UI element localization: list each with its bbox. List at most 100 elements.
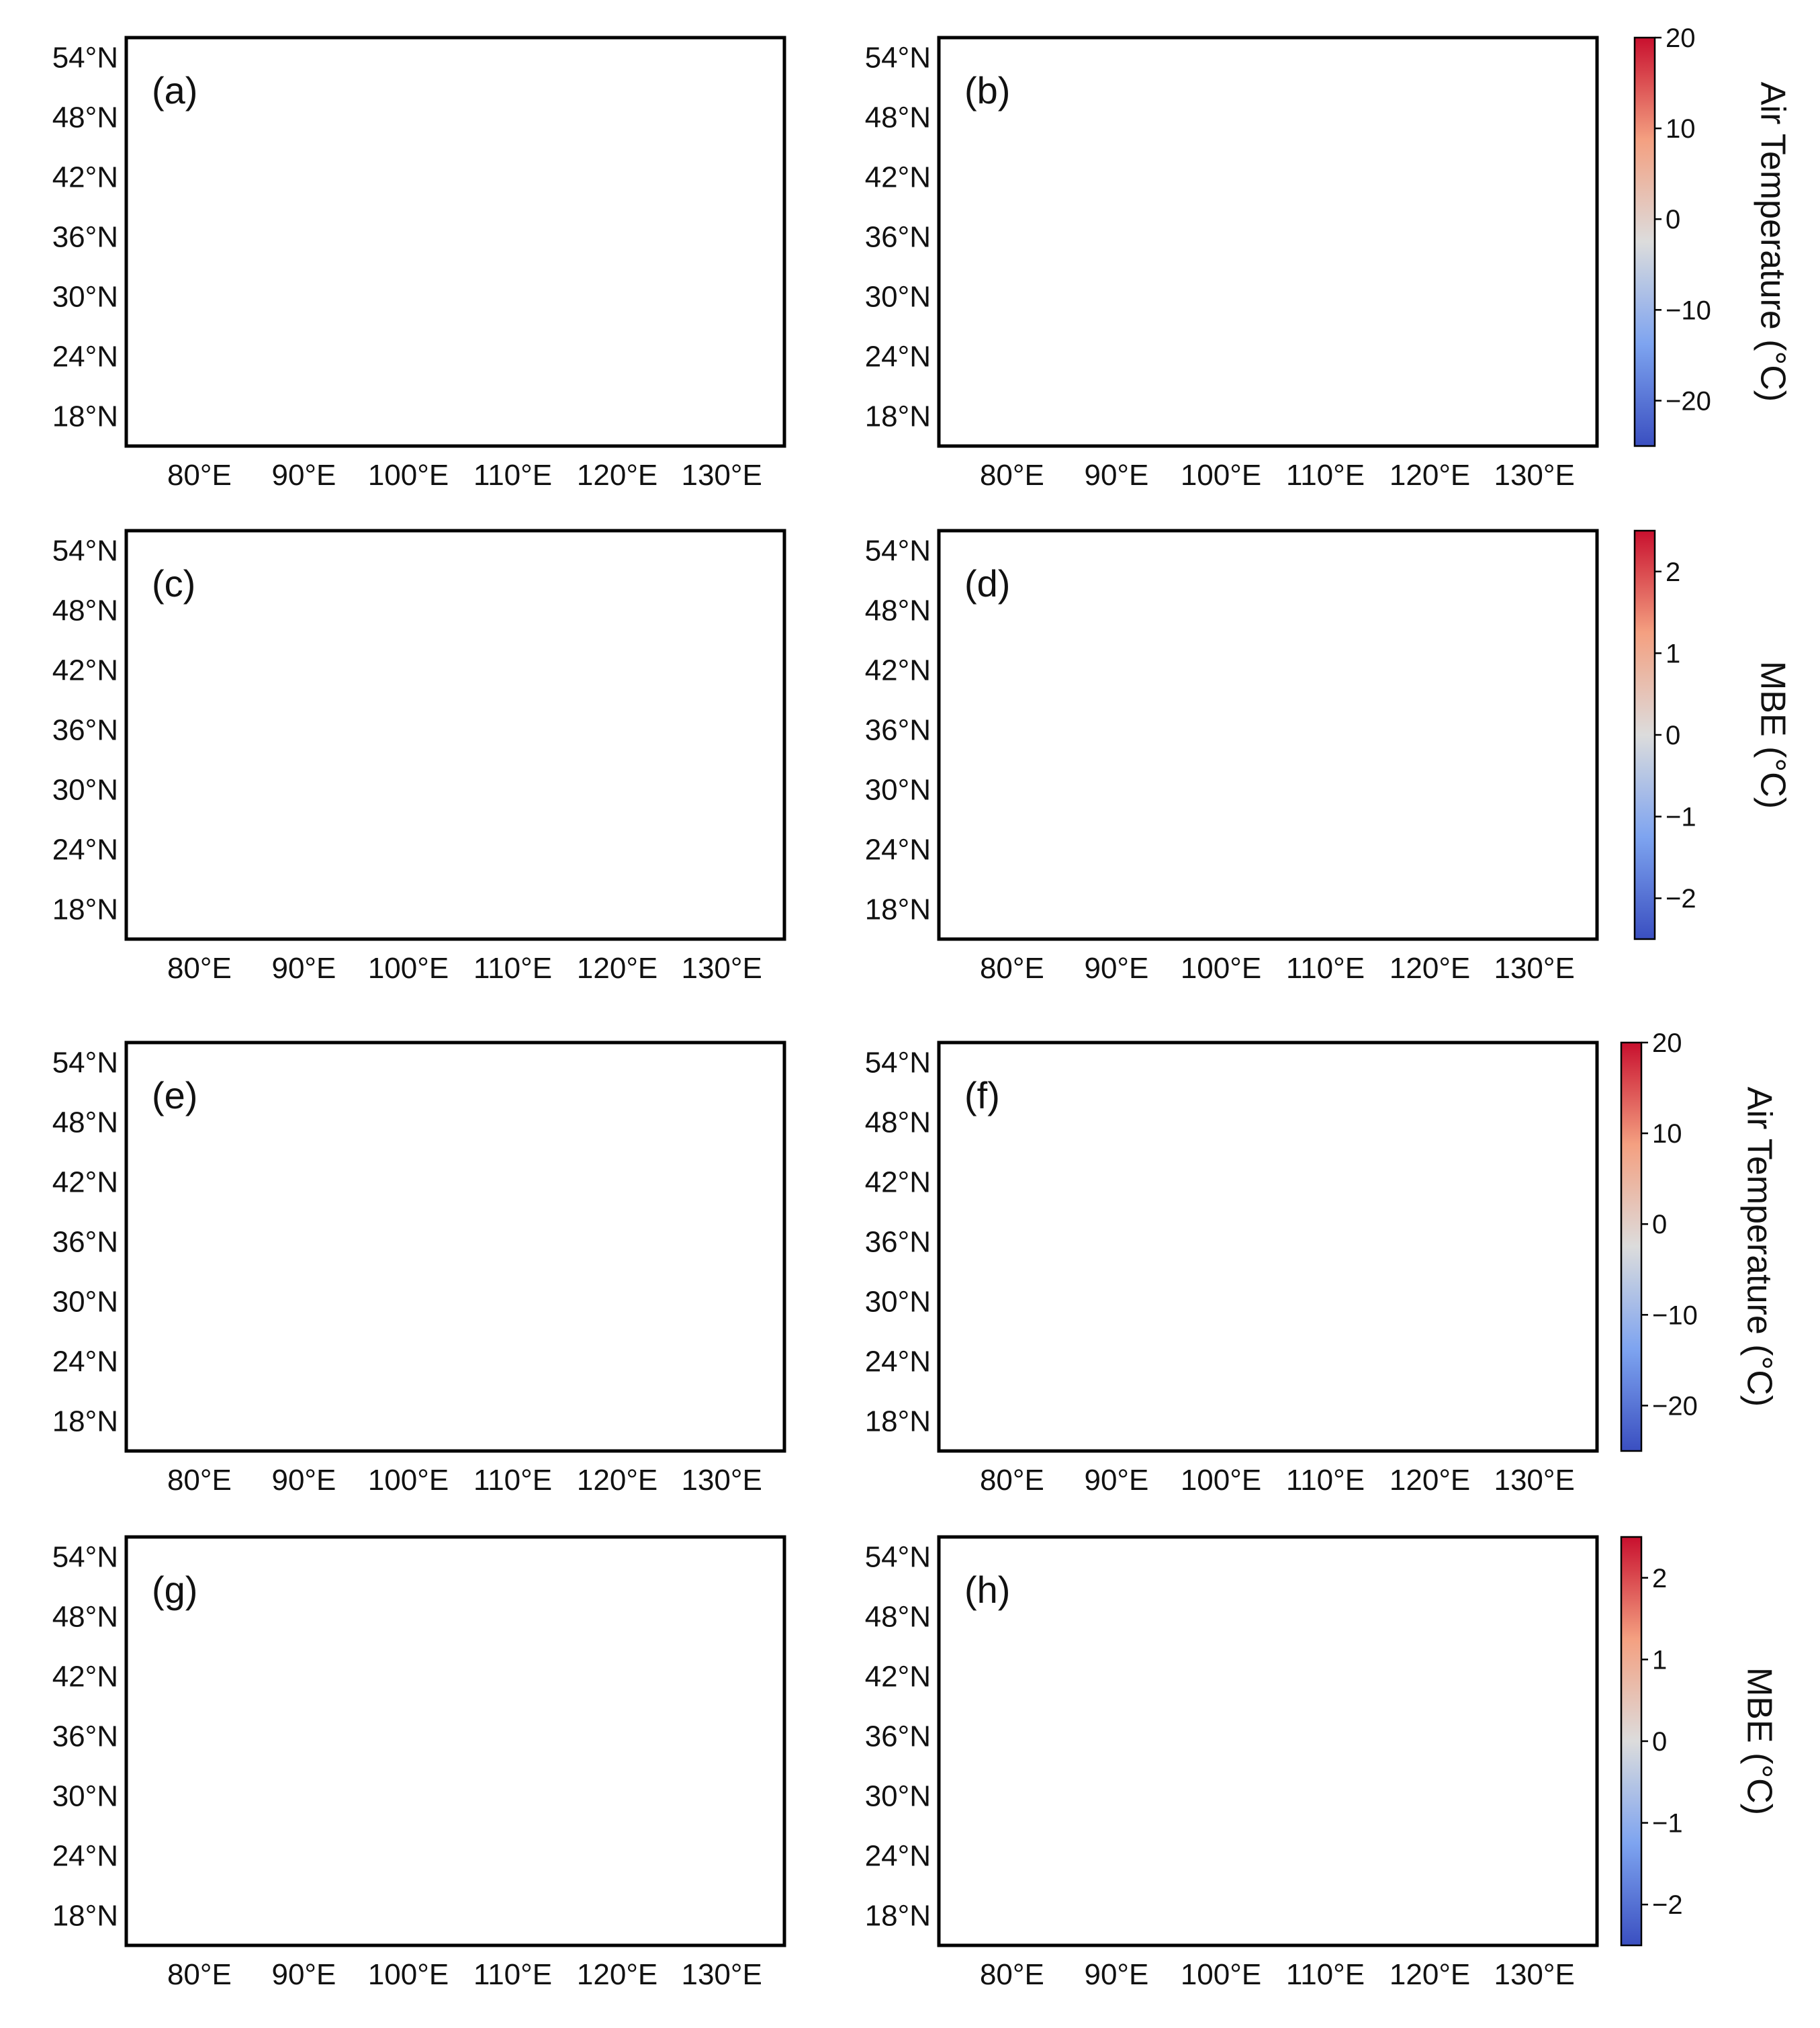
lat-tick-label: 36°N xyxy=(52,1226,118,1259)
lat-tick-label: 30°N xyxy=(865,1780,931,1813)
lat-tick-label: 42°N xyxy=(865,1661,931,1693)
lon-tick-label: 80°E xyxy=(167,459,232,492)
lat-tick-label: 36°N xyxy=(865,1720,931,1753)
lat-tick-label: 18°N xyxy=(52,1405,118,1438)
lon-tick-label: 110°E xyxy=(1286,1958,1365,1991)
lat-tick-label: 24°N xyxy=(52,1346,118,1378)
colorbar-tick-label: −10 xyxy=(1652,1300,1698,1330)
lon-tick-label: 90°E xyxy=(271,952,336,985)
lat-tick-label: 42°N xyxy=(52,654,118,687)
lat-tick-label: 48°N xyxy=(865,1601,931,1634)
lat-tick-label: 48°N xyxy=(52,594,118,627)
lon-tick-label: 100°E xyxy=(368,1958,449,1991)
lat-tick-label: 42°N xyxy=(865,161,931,194)
panel-label: (e) xyxy=(152,1074,197,1116)
lat-tick-label: 54°N xyxy=(52,42,118,75)
lat-tick-label: 54°N xyxy=(865,1541,931,1574)
colorbar-tick-label: 20 xyxy=(1666,24,1696,53)
lon-tick-label: 100°E xyxy=(1181,1958,1261,1991)
lon-tick-label: 80°E xyxy=(167,1464,232,1497)
map-frame xyxy=(937,1041,1599,1453)
lon-tick-label: 130°E xyxy=(1494,1464,1574,1497)
lon-tick-label: 130°E xyxy=(1494,952,1574,985)
lat-tick-label: 42°N xyxy=(865,1166,931,1199)
lon-tick-label: 130°E xyxy=(1494,459,1574,492)
lat-tick-label: 18°N xyxy=(865,1900,931,1933)
colorbar-title: MBE (°C) xyxy=(1739,1667,1778,1815)
lat-tick-label: 24°N xyxy=(865,1346,931,1378)
map-frame xyxy=(937,36,1599,448)
colorbar-gradient xyxy=(1633,529,1656,940)
colorbar: 2 1 0 −1 −2 MBE (°C) xyxy=(1633,529,1792,940)
lon-tick-label: 90°E xyxy=(271,1958,336,1991)
lat-tick-label: 30°N xyxy=(865,774,931,807)
lon-tick-label: 120°E xyxy=(1390,1958,1470,1991)
lon-tick-label: 80°E xyxy=(980,1464,1044,1497)
lon-tick-label: 100°E xyxy=(1181,1464,1261,1497)
panel-label: (g) xyxy=(152,1569,197,1611)
lon-tick-label: 100°E xyxy=(368,459,449,492)
colorbar-tick-label: 0 xyxy=(1666,721,1680,750)
colorbar-gradient xyxy=(1633,36,1656,447)
colorbar-gradient xyxy=(1620,1041,1643,1452)
colorbar-tick-label: −10 xyxy=(1666,296,1711,325)
lat-tick-label: 24°N xyxy=(865,341,931,373)
lat-tick-label: 18°N xyxy=(52,1900,118,1933)
lon-tick-label: 130°E xyxy=(681,1464,762,1497)
colorbar: 2 1 0 −1 −2 MBE (°C) xyxy=(1620,1536,1778,1947)
lat-tick-label: 30°N xyxy=(865,1286,931,1319)
lon-tick-label: 120°E xyxy=(1390,1464,1470,1497)
colorbar-title: Air Temperature (°C) xyxy=(1739,1087,1778,1407)
colorbar-tick-label: 1 xyxy=(1652,1645,1667,1675)
lat-tick-label: 54°N xyxy=(52,1541,118,1574)
map-panel: (d) 54°N 48°N 42°N 36°N 30°N 24°N 18°N 80°E 90°E 1… xyxy=(865,529,1599,985)
lat-tick-label: 36°N xyxy=(865,221,931,254)
lon-tick-label: 80°E xyxy=(980,1958,1044,1991)
colorbar-tick-label: 20 xyxy=(1652,1028,1682,1058)
lon-tick-label: 90°E xyxy=(1084,952,1148,985)
lat-tick-label: 36°N xyxy=(865,1226,931,1259)
colorbar: 20 10 0 −10 −20 Air Temperature (°C) xyxy=(1620,1028,1778,1452)
colorbar-tick-label: 0 xyxy=(1666,205,1680,234)
map-panel: (a) 54°N 48°N 42°N 36°N 30°N 24°N 18°N 80°E 90°E 1… xyxy=(52,36,786,492)
map-frame xyxy=(937,1535,1599,1947)
lat-tick-label: 30°N xyxy=(52,1780,118,1813)
lon-tick-label: 110°E xyxy=(473,1958,552,1991)
lon-tick-label: 90°E xyxy=(1084,1958,1148,1991)
lon-tick-label: 120°E xyxy=(1390,459,1470,492)
lat-tick-label: 48°N xyxy=(52,1601,118,1634)
colorbar-tick-label: −1 xyxy=(1666,803,1696,832)
lon-tick-label: 120°E xyxy=(577,1464,657,1497)
lon-tick-label: 130°E xyxy=(1494,1958,1574,1991)
lat-tick-label: 18°N xyxy=(865,893,931,926)
map-frame xyxy=(124,1535,786,1947)
lat-tick-label: 42°N xyxy=(52,1166,118,1199)
lat-tick-label: 54°N xyxy=(52,1047,118,1079)
map-panel: (h) 54°N 48°N 42°N 36°N 30°N 24°N 18°N 80°E 90°E 1… xyxy=(865,1535,1599,1991)
lat-tick-label: 24°N xyxy=(52,834,118,867)
lon-tick-label: 130°E xyxy=(681,1958,762,1991)
lon-tick-label: 120°E xyxy=(1390,952,1470,985)
lat-tick-label: 36°N xyxy=(865,714,931,747)
lon-tick-label: 90°E xyxy=(1084,1464,1148,1497)
lat-tick-label: 30°N xyxy=(52,1286,118,1319)
lon-tick-label: 100°E xyxy=(1181,952,1261,985)
lat-tick-label: 18°N xyxy=(52,400,118,433)
map-panels: (a) 54°N 48°N 42°N 36°N 30°N 24°N 18°N 80°E 90°E 1… xyxy=(52,36,1599,1991)
lon-tick-label: 80°E xyxy=(980,459,1044,492)
lon-tick-label: 120°E xyxy=(577,1958,657,1991)
lat-tick-label: 36°N xyxy=(52,714,118,747)
lat-tick-label: 48°N xyxy=(52,101,118,134)
map-panel: (f) 54°N 48°N 42°N 36°N 30°N 24°N 18°N 80°E 90°E 1… xyxy=(865,1041,1599,1497)
colorbar-tick-label: −2 xyxy=(1652,1890,1683,1920)
lat-tick-label: 36°N xyxy=(52,221,118,254)
lat-tick-label: 54°N xyxy=(865,535,931,568)
lat-tick-label: 48°N xyxy=(865,101,931,134)
map-frame xyxy=(937,529,1599,941)
map-frame xyxy=(124,36,786,448)
lon-tick-label: 90°E xyxy=(271,1464,336,1497)
colorbar-gradient xyxy=(1620,1536,1643,1947)
lat-tick-label: 24°N xyxy=(865,834,931,867)
